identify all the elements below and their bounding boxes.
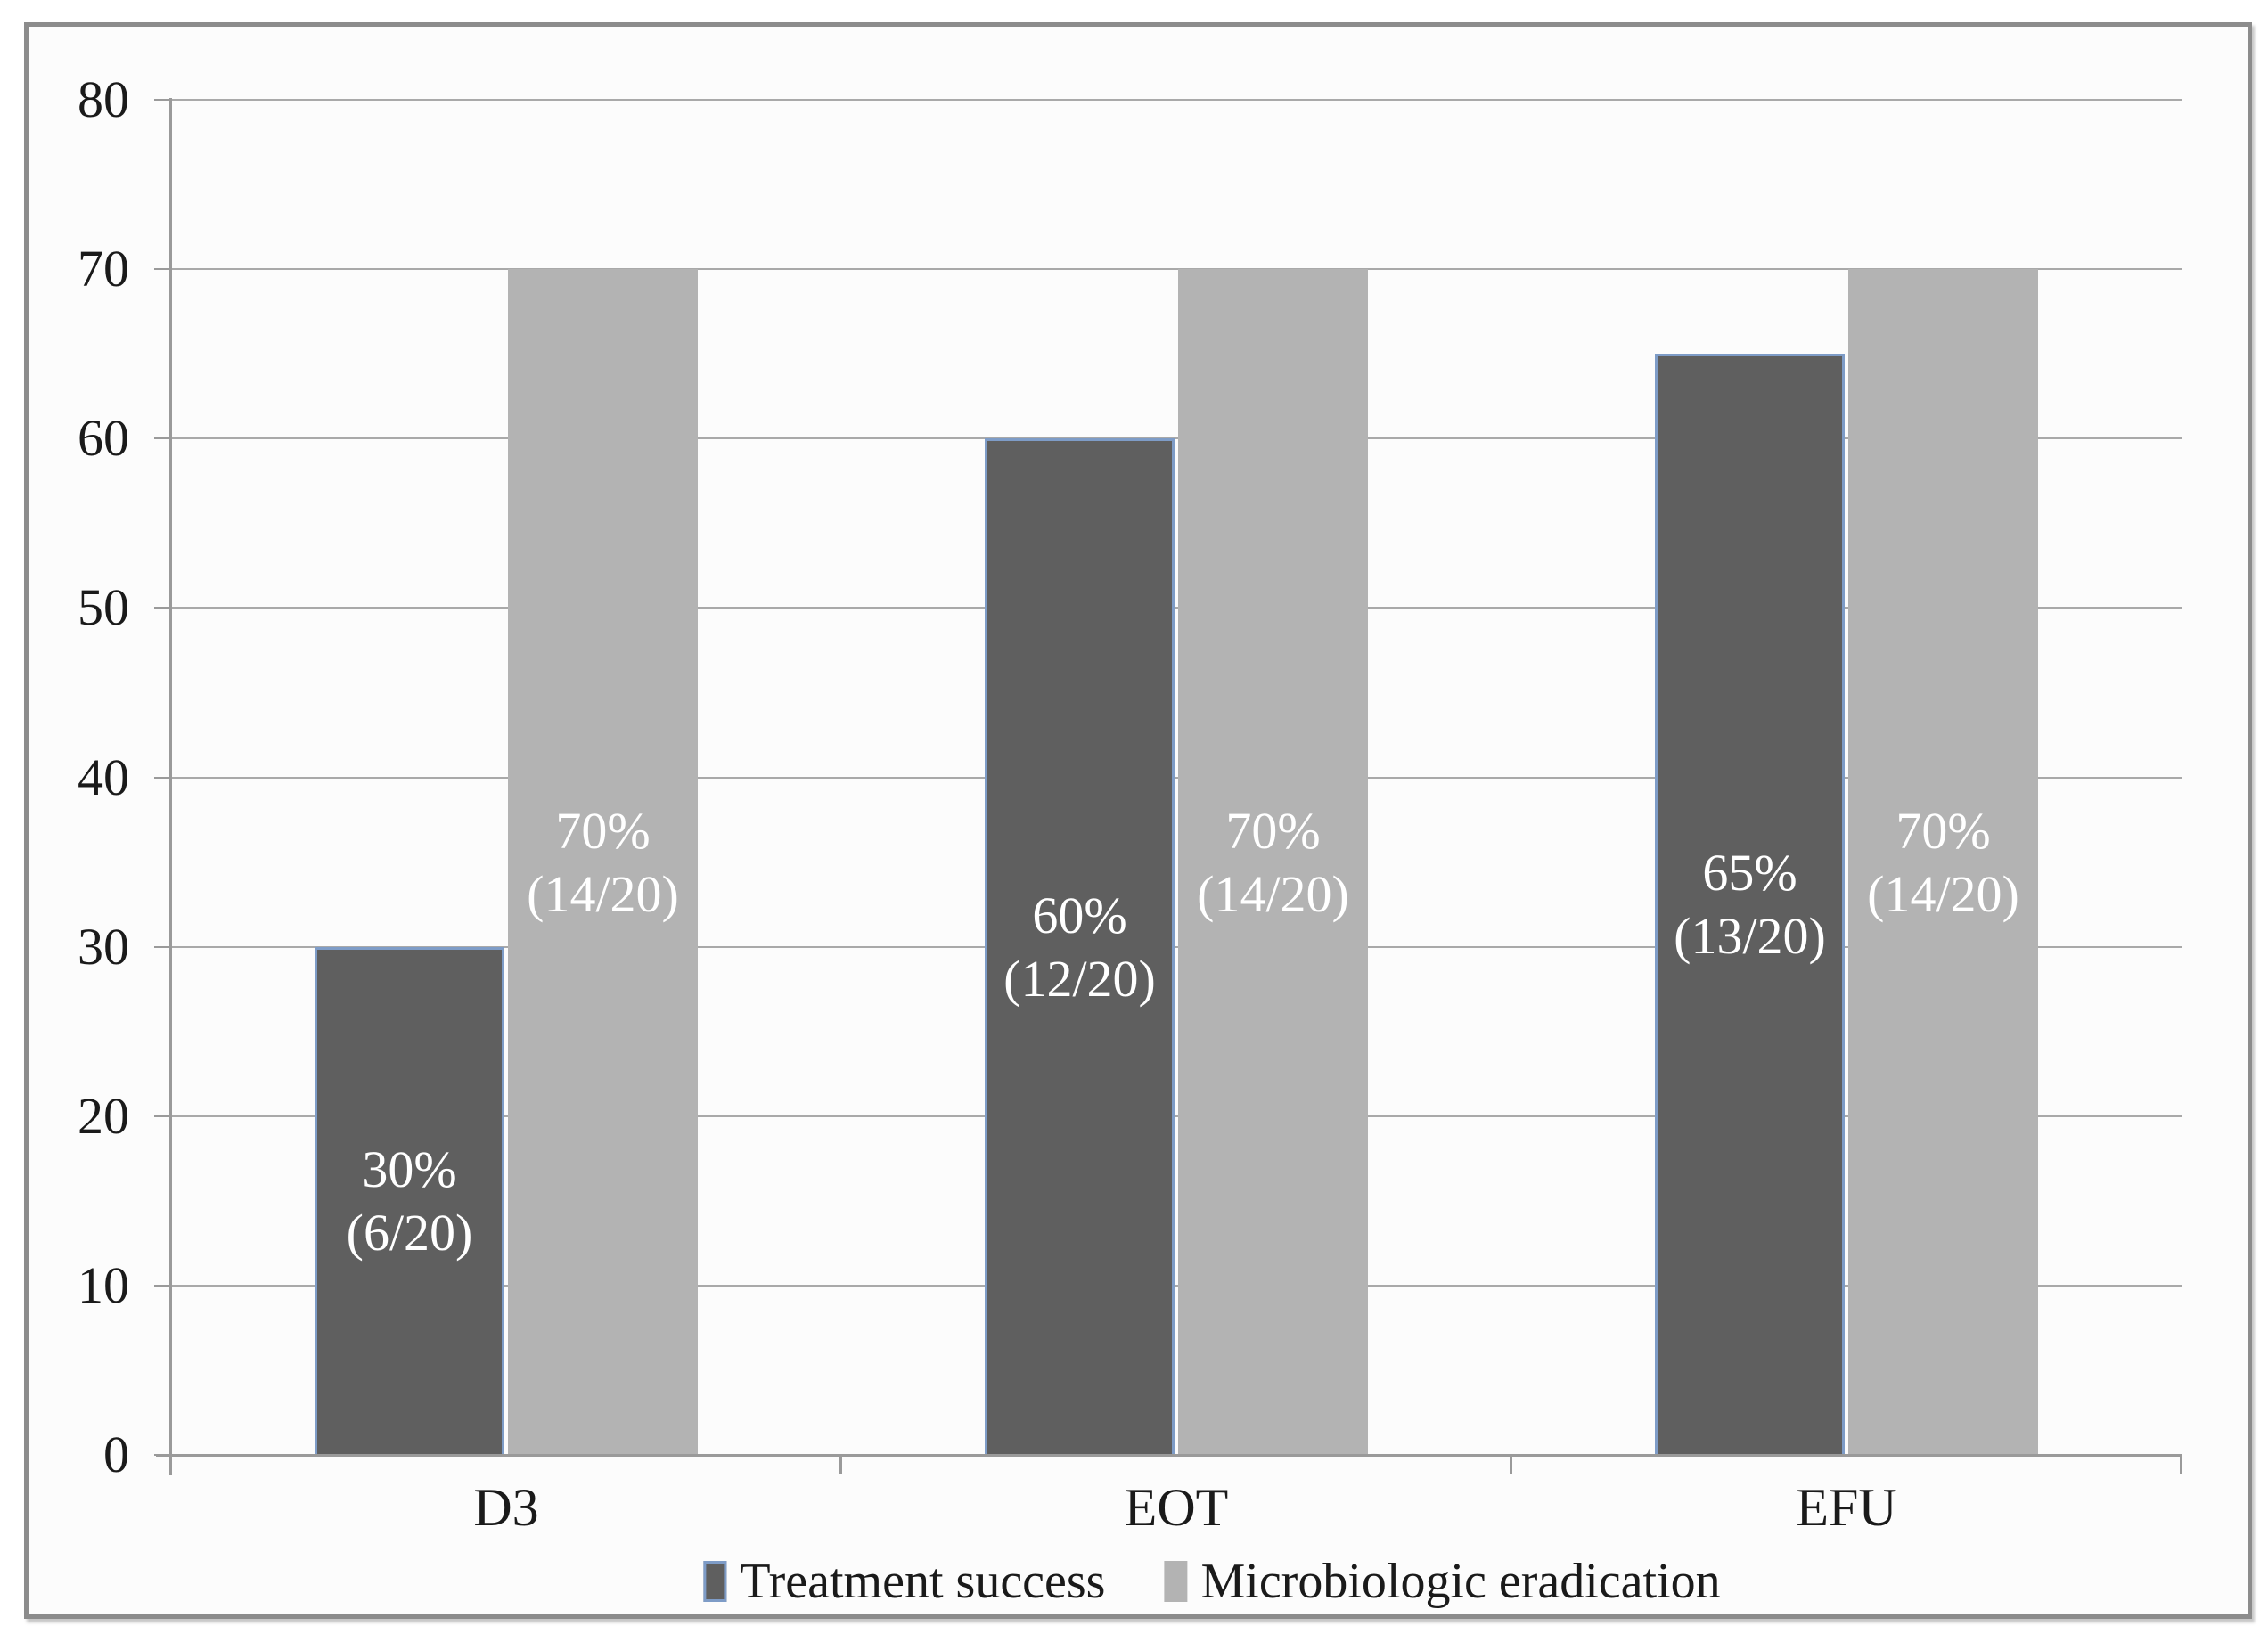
gridline-layer <box>171 99 2182 1455</box>
gridline <box>171 437 2182 440</box>
y-tick-label: 20 <box>78 1086 129 1145</box>
plot-area: 30% (6/20) 60% (12/20) 65% (13/20) 70% (14/… <box>171 99 2182 1455</box>
gridline <box>171 1284 2182 1287</box>
category-label-d3: D3 <box>473 1478 539 1537</box>
y-tick-label: 50 <box>78 578 129 637</box>
bar-value-label: 70% (14/20) <box>1197 801 1349 923</box>
gridline <box>171 607 2182 609</box>
x-tick-mark <box>839 1455 842 1474</box>
legend-item-microbiologic-eradication: Microbiologic eradication <box>1164 1554 1721 1609</box>
bar-efu-microbiologic-eradication <box>1848 269 2038 1455</box>
y-tick-mark <box>154 607 171 609</box>
y-tick-mark <box>154 437 171 440</box>
x-tick-mark <box>2180 1455 2182 1474</box>
bar-eot-microbiologic-eradication <box>1178 269 1368 1455</box>
category-label-efu: EFU <box>1796 1478 1897 1537</box>
bar-value-label: 70% (14/20) <box>1867 801 2019 923</box>
y-tick-label: 10 <box>78 1255 129 1314</box>
bar-value-label: 70% (14/20) <box>527 801 679 923</box>
y-tick-label: 30 <box>78 917 129 976</box>
y-tick-label: 70 <box>78 240 129 298</box>
y-tick-mark <box>154 776 171 779</box>
y-tick-mark <box>154 1454 171 1456</box>
bar-d3-microbiologic-eradication <box>508 269 698 1455</box>
microbiologic-eradication-swatch-icon <box>1164 1561 1188 1602</box>
category-label-eot: EOT <box>1124 1478 1229 1537</box>
y-tick-mark <box>154 1284 171 1287</box>
gridline <box>171 99 2182 101</box>
y-tick-label: 60 <box>78 409 129 468</box>
y-tick-mark <box>154 268 171 271</box>
gridline <box>171 1115 2182 1117</box>
y-axis-line <box>169 98 172 1475</box>
legend-label-treatment-success: Treatment success <box>740 1554 1106 1609</box>
legend-label-microbiologic-eradication: Microbiologic eradication <box>1200 1554 1721 1609</box>
legend: Treatment success Microbiologic eradicat… <box>703 1554 1721 1609</box>
bar-value-label: 65% (13/20) <box>1674 844 1826 966</box>
bars-layer: 30% (6/20) 60% (12/20) 65% (13/20) 70% (14/… <box>171 100 2182 1455</box>
legend-item-treatment-success: Treatment success <box>703 1556 1105 1606</box>
bar-value-label: 60% (12/20) <box>1003 886 1156 1008</box>
bar-d3-treatment-success <box>315 946 504 1455</box>
y-tick-label: 40 <box>78 747 129 806</box>
gridline <box>171 268 2182 271</box>
gridline <box>171 945 2182 948</box>
bar-efu-treatment-success <box>1655 354 1845 1455</box>
x-tick-mark <box>1510 1455 1512 1474</box>
y-tick-mark <box>154 945 171 948</box>
gridline <box>171 776 2182 779</box>
y-tick-label: 0 <box>103 1426 129 1483</box>
x-axis-line <box>156 1454 2182 1457</box>
treatment-success-swatch-icon <box>703 1561 727 1602</box>
y-tick-mark <box>154 99 171 101</box>
bar-value-label: 30% (6/20) <box>346 1140 473 1262</box>
y-tick-label: 80 <box>78 70 129 128</box>
y-tick-mark <box>154 1115 171 1117</box>
bar-eot-treatment-success <box>985 438 1175 1455</box>
